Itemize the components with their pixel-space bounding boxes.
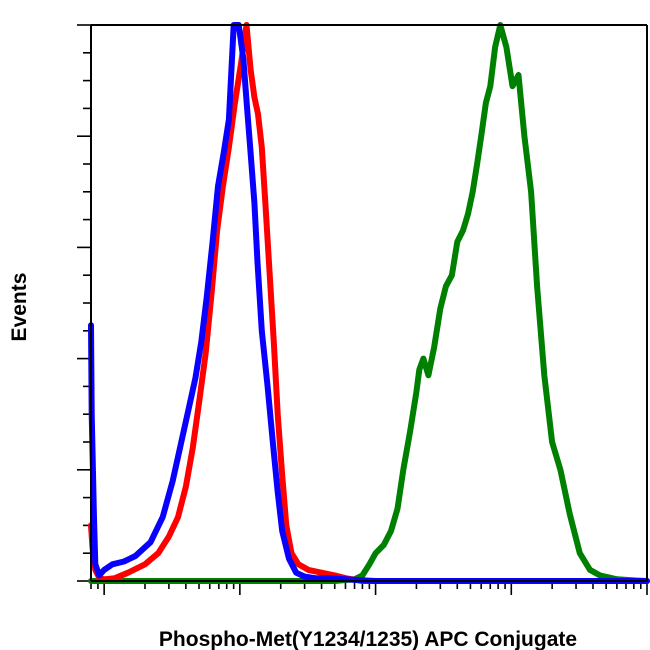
- y-axis-label: Events: [8, 273, 31, 342]
- histogram-series-3: [88, 22, 650, 584]
- plot-frame: [90, 24, 648, 582]
- x-axis-label: Phospho-Met(Y1234/1235) APC Conjugate: [159, 628, 577, 650]
- axis-ticks: [77, 24, 648, 595]
- histogram-series-2: [88, 22, 650, 584]
- histogram-series-1: [88, 22, 650, 584]
- series-layer: [88, 22, 650, 584]
